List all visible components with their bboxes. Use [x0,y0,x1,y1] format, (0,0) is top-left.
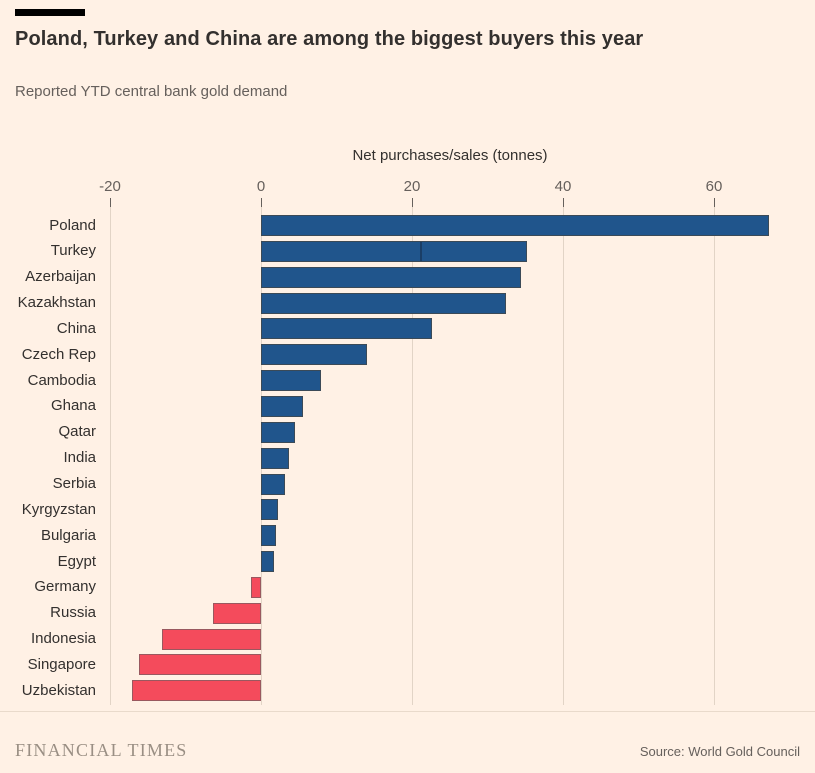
category-label: Kyrgyzstan [21,500,96,518]
x-tick-label: 20 [403,178,421,195]
category-label: Bulgaria [40,526,96,544]
footer-divider [0,711,815,712]
category-label: Qatar [58,423,96,441]
x-tick-label: 60 [705,178,723,195]
category-label: Kazakhstan [17,294,96,312]
category-label: Poland [49,216,96,234]
gridline [562,207,564,705]
bar-serbia [261,473,286,495]
ft-logo-text: FINANCIAL TIMES [15,740,188,760]
bar-germany [251,576,261,598]
bar-turkey [261,240,527,262]
x-axis-title: Net purchases/sales (tonnes) [352,147,548,164]
category-label: Indonesia [30,630,96,648]
bar-segment-divider [420,241,423,261]
bar-ghana [261,395,304,417]
bar-kazakhstan [261,292,506,314]
chart-subtitle: Reported YTD central bank gold demand [15,83,288,100]
bar-china [261,318,433,340]
gridline [411,207,413,705]
category-label: Serbia [52,475,96,492]
chart-title: Poland, Turkey and China are among the b… [15,28,644,50]
x-tick-label: 0 [256,178,266,195]
category-label: Singapore [27,655,96,673]
gridline [713,207,715,705]
bar-egypt [261,551,274,573]
category-label: Ghana [50,397,96,415]
category-label: Egypt [57,552,96,570]
x-tick-mark [562,198,564,207]
ft-accent-bar [15,9,85,16]
bar-bulgaria [261,525,277,547]
bar-czech-rep [261,344,368,366]
bar-cambodia [261,370,321,392]
bar-qatar [261,421,295,443]
category-label: India [63,449,96,467]
bar-india [261,447,289,469]
category-label: Azerbaijan [25,268,96,286]
x-tick-mark [411,198,413,207]
bar-poland [261,215,770,236]
category-label: Czech Rep [21,345,96,363]
category-label: Cambodia [27,371,96,389]
category-label: China [56,319,96,337]
category-label: Turkey [50,242,96,260]
gridline [109,207,111,705]
x-tick-mark [109,198,111,207]
x-tick-label: -20 [99,178,121,195]
bar-uzbekistan [131,680,261,702]
bar-singapore [138,654,261,676]
x-tick-label: 40 [554,178,572,195]
x-tick-mark [260,198,262,207]
bar-russia [213,602,261,624]
x-tick-mark [713,198,715,207]
category-label: Russia [50,604,96,622]
bar-indonesia [162,628,261,650]
bar-azerbaijan [261,266,522,288]
category-label: Uzbekistan [21,681,96,699]
category-label: Germany [34,578,96,596]
bar-kyrgyzstan [261,499,278,521]
source-credit: Source: World Gold Council [639,744,800,759]
